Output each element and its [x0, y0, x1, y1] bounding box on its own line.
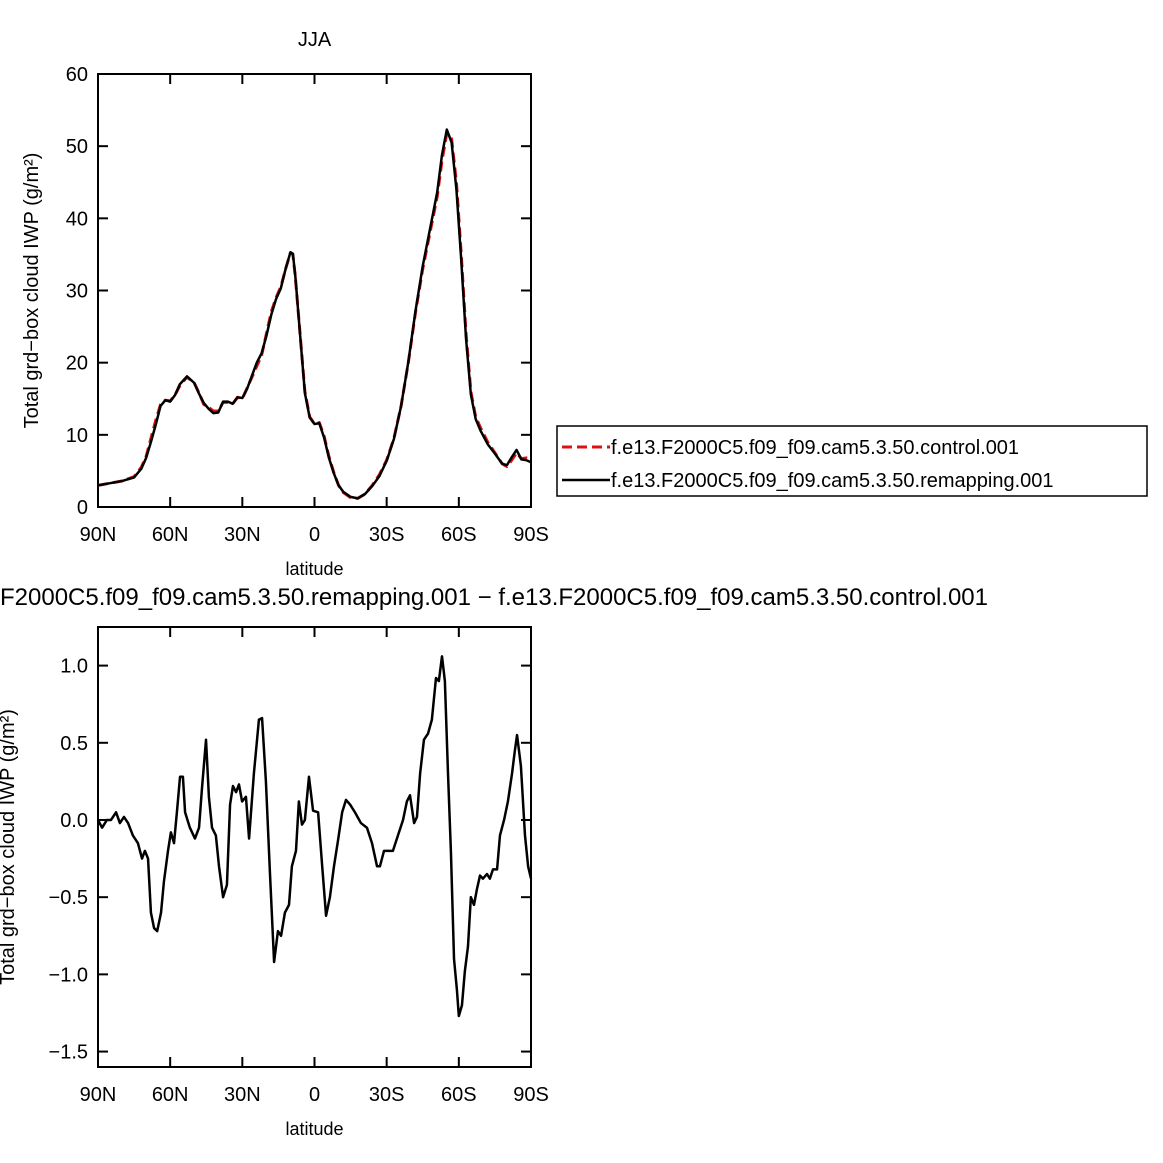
series-line	[97, 131, 532, 500]
y-tick-label: 30	[66, 281, 88, 303]
plot-frame	[97, 626, 532, 1068]
x-tick-label: 30S	[369, 524, 405, 546]
x-tick-label: 90S	[513, 1084, 549, 1106]
x-tick-label: 90S	[513, 524, 549, 546]
x-tick-label: 30S	[369, 1084, 405, 1106]
series-line	[96, 655, 533, 1018]
y-tick-label: 0	[77, 497, 88, 519]
x-tick-label: 60N	[152, 1084, 189, 1106]
y-axis-label: Total grd−box cloud IWP (g/m²)	[0, 709, 19, 985]
x-tick-label: 0	[309, 524, 320, 546]
legend-box	[556, 425, 1148, 497]
x-tick-label: 90N	[80, 1084, 117, 1106]
y-tick-label: 0.5	[60, 733, 88, 755]
chart-title: JJA	[298, 29, 332, 51]
y-tick-label: 20	[66, 353, 88, 375]
y-tick-label: −0.5	[49, 887, 88, 909]
series-line	[97, 128, 532, 500]
y-tick-label: 1.0	[60, 656, 88, 678]
x-tick-label: 30N	[224, 524, 261, 546]
legend-label: f.e13.F2000C5.f09_f09.cam5.3.50.remappin…	[611, 470, 1054, 492]
x-tick-label: 0	[309, 1084, 320, 1106]
y-tick-label: 60	[66, 64, 88, 86]
x-tick-label: 60N	[152, 524, 189, 546]
y-tick-label: −1.5	[49, 1042, 88, 1064]
y-tick-label: 10	[66, 425, 88, 447]
legend-label: f.e13.F2000C5.f09_f09.cam5.3.50.control.…	[611, 437, 1019, 459]
x-tick-label: 30N	[224, 1084, 261, 1106]
y-axis-label: Total grd−box cloud IWP (g/m²)	[21, 153, 43, 429]
plot-frame	[97, 73, 532, 508]
x-axis-label: latitude	[285, 559, 343, 579]
y-tick-label: 50	[66, 136, 88, 158]
x-axis-label: latitude	[285, 1119, 343, 1139]
chart-title: f.e13.F2000C5.f09_f09.cam5.3.50.remappin…	[0, 584, 988, 611]
x-tick-label: 60S	[441, 1084, 477, 1106]
x-tick-label: 90N	[80, 524, 117, 546]
y-tick-label: 0.0	[60, 810, 88, 832]
x-tick-label: 60S	[441, 524, 477, 546]
y-tick-label: −1.0	[49, 964, 88, 986]
y-tick-label: 40	[66, 208, 88, 230]
